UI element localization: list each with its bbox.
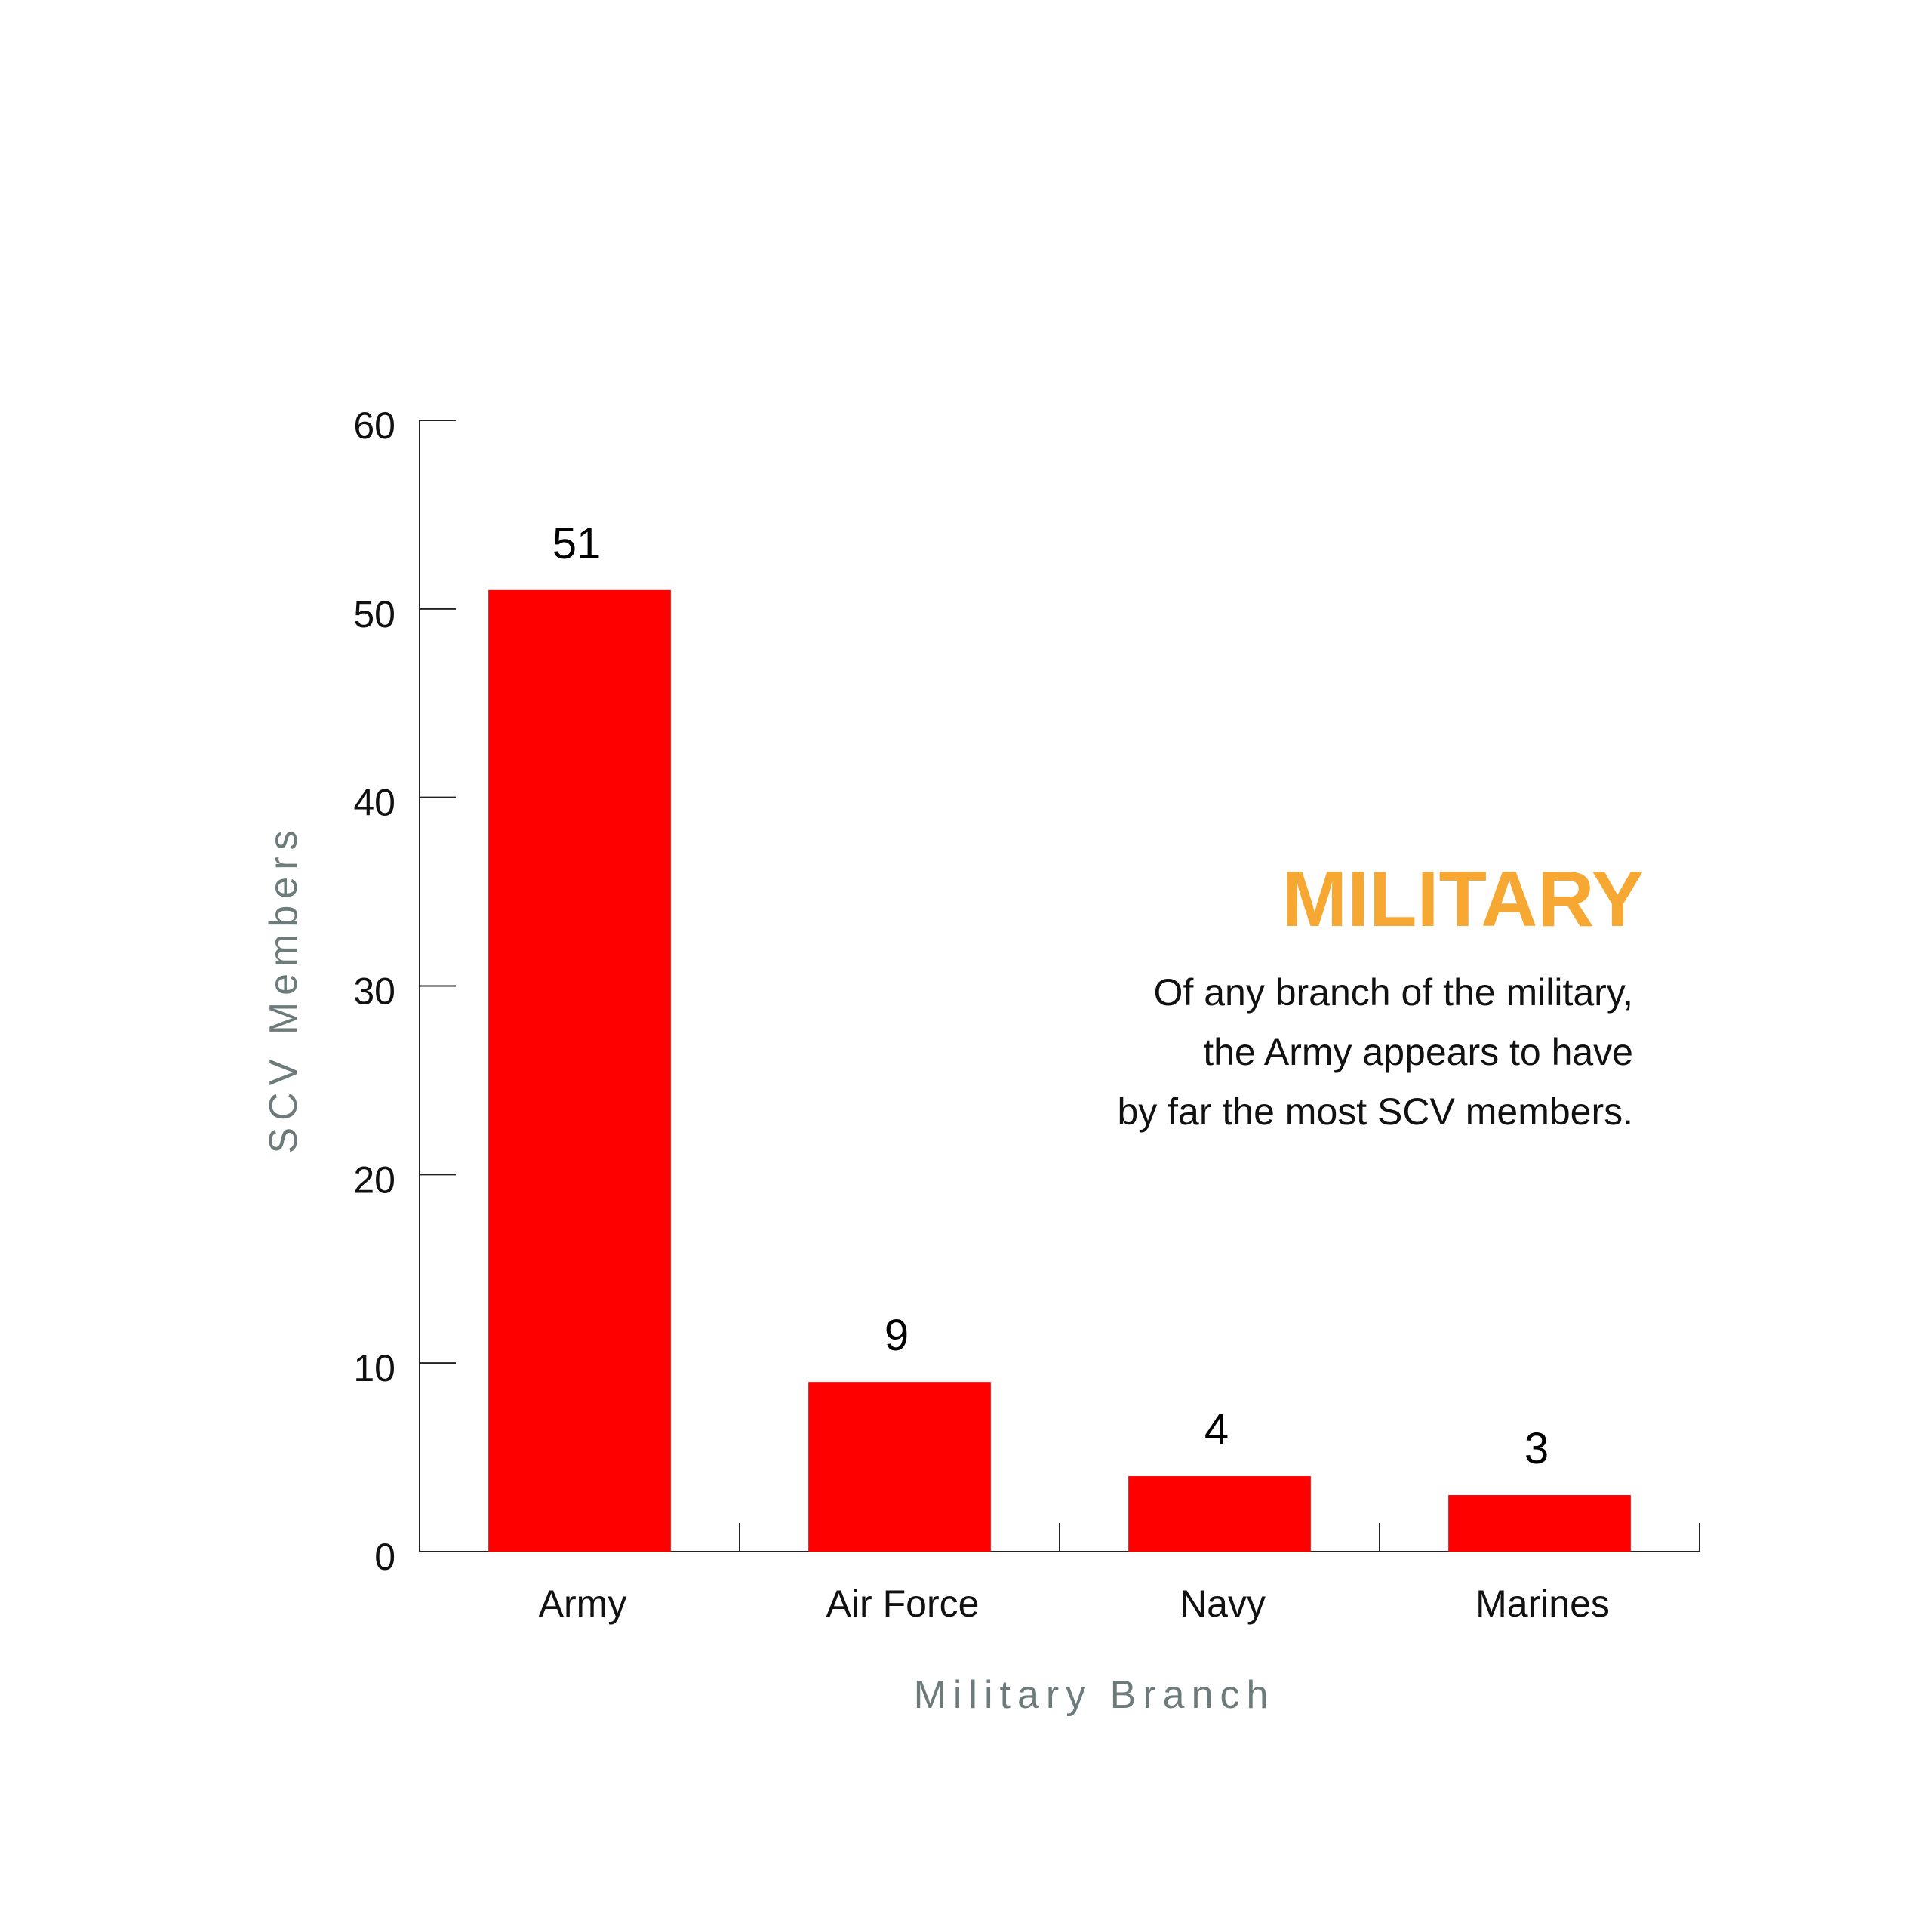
callout-line-3: by far the most SCV members. — [1117, 1091, 1633, 1133]
y-tick-label-60: 60 — [353, 405, 395, 447]
y-axis-title: SCV Members — [262, 823, 306, 1153]
military-callout: MILITARY Of any branch of the military, … — [954, 860, 1644, 1142]
y-tick-label-40: 40 — [353, 782, 395, 824]
category-label-marines: Marines — [1475, 1583, 1610, 1625]
bars — [488, 589, 1631, 1552]
callout-body: Of any branch of the military, the Army … — [954, 963, 1633, 1142]
y-tick-label-0: 0 — [374, 1536, 395, 1578]
value-labels: 51 9 4 3 — [552, 519, 1549, 1473]
value-label-army: 51 — [552, 519, 601, 568]
callout-line-1: Of any branch of the military, — [1153, 971, 1633, 1014]
category-label-air-force: Air Force — [826, 1583, 980, 1625]
y-tick-label-50: 50 — [353, 593, 395, 635]
x-axis-title: Military Branch — [914, 1673, 1275, 1717]
y-axis: 0 10 20 30 40 50 60 — [353, 405, 456, 1578]
bar-army — [488, 589, 671, 1552]
category-label-army: Army — [539, 1583, 627, 1625]
y-tick-label-20: 20 — [353, 1158, 395, 1201]
y-tick-label-30: 30 — [353, 971, 395, 1013]
value-label-navy: 4 — [1204, 1405, 1229, 1454]
y-tick-label-10: 10 — [353, 1347, 395, 1389]
callout-line-2: the Army appears to have — [1203, 1031, 1633, 1073]
callout-title: MILITARY — [1281, 856, 1644, 943]
value-label-marines: 3 — [1524, 1424, 1549, 1473]
value-label-air-force: 9 — [884, 1311, 909, 1360]
bar-marines — [1448, 1495, 1631, 1552]
category-labels: Army Air Force Navy Marines — [539, 1583, 1610, 1625]
bar-navy — [1128, 1476, 1311, 1552]
bar-air-force — [808, 1382, 991, 1552]
category-label-navy: Navy — [1180, 1583, 1266, 1625]
